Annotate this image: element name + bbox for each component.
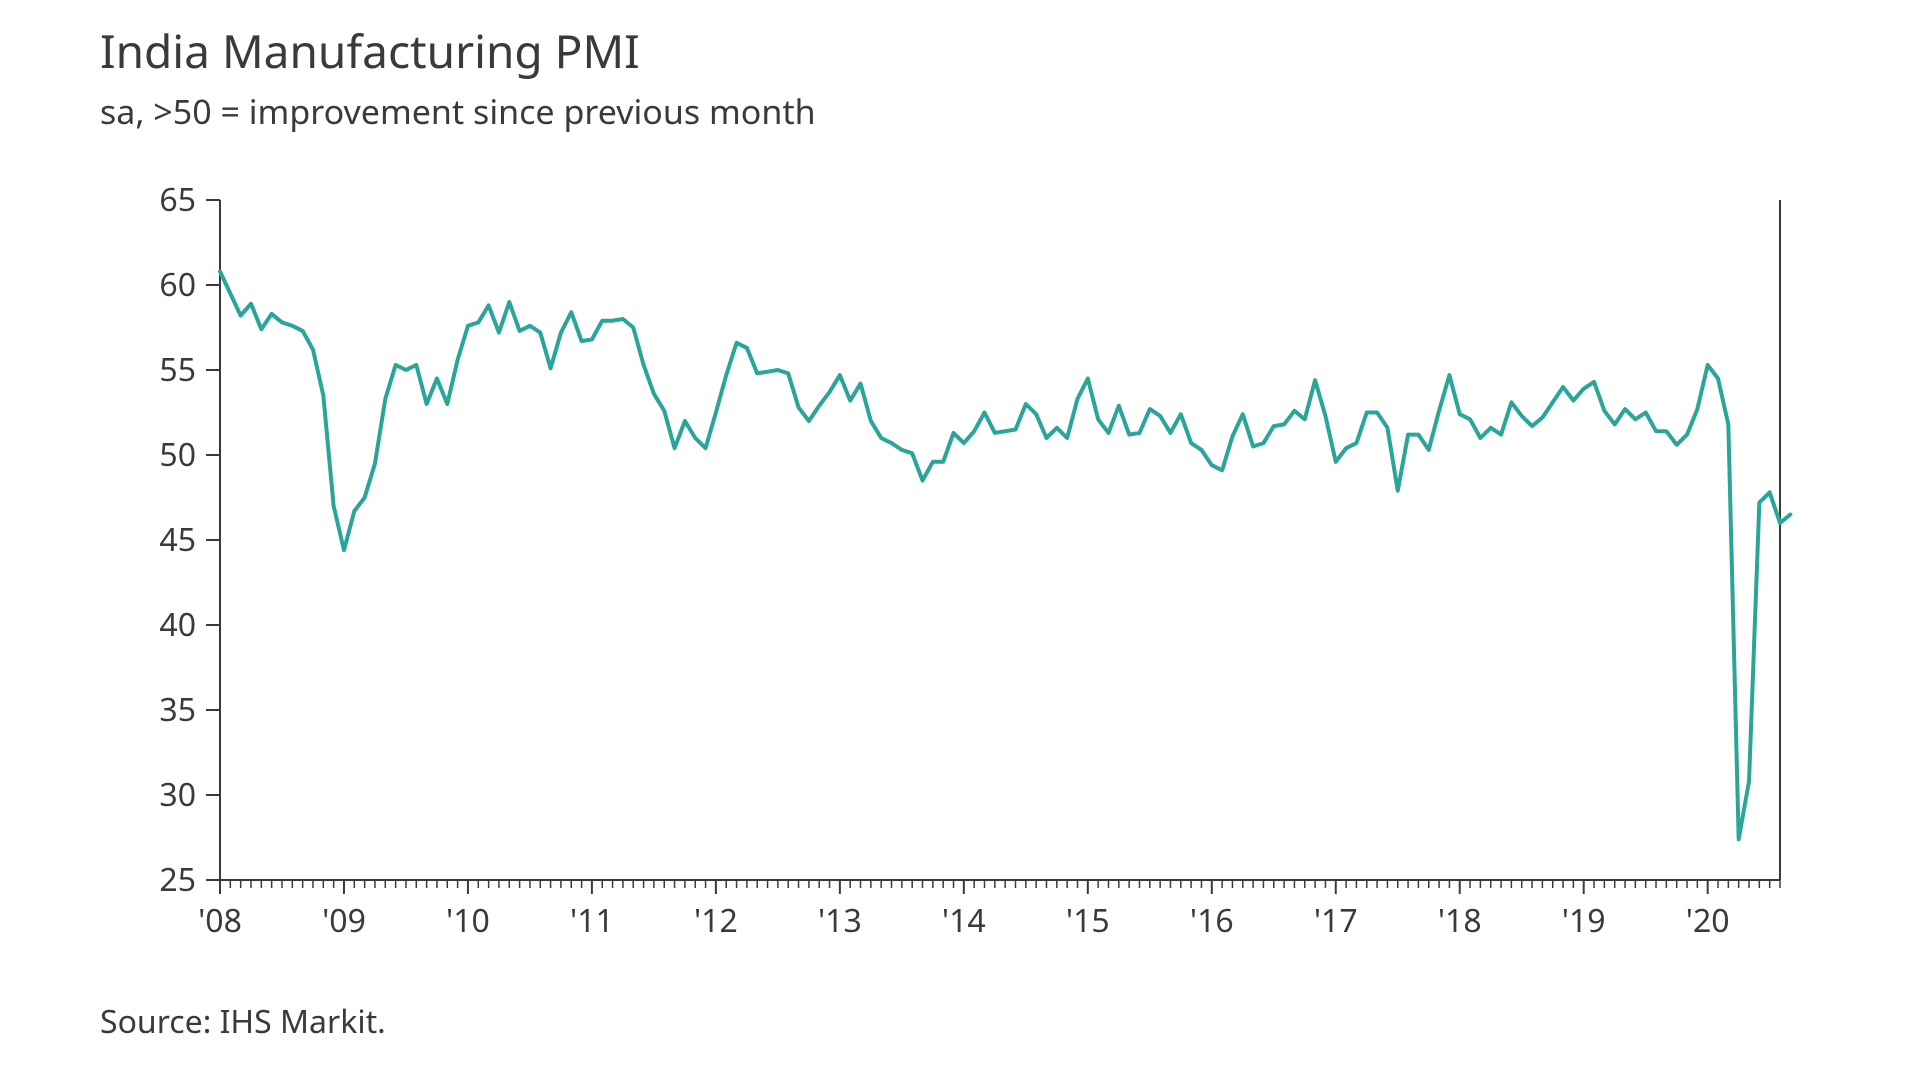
svg-text:25: 25 bbox=[159, 858, 196, 901]
svg-text:'15: '15 bbox=[1066, 899, 1110, 942]
svg-text:'17: '17 bbox=[1314, 899, 1358, 942]
svg-text:45: 45 bbox=[159, 518, 196, 561]
svg-text:'08: '08 bbox=[198, 899, 242, 942]
svg-text:'16: '16 bbox=[1190, 899, 1234, 942]
pmi-line-chart: 25 30 35 40 45 50 55 60 65 '08 '09 '10 '11 '12 '13 '14 '… bbox=[100, 160, 1820, 980]
svg-text:'11: '11 bbox=[570, 899, 614, 942]
svg-text:55: 55 bbox=[159, 348, 196, 391]
svg-text:30: 30 bbox=[159, 773, 196, 816]
svg-text:'20: '20 bbox=[1686, 899, 1730, 942]
svg-text:50: 50 bbox=[159, 433, 196, 476]
chart-title: India Manufacturing PMI bbox=[100, 20, 640, 82]
svg-text:60: 60 bbox=[159, 263, 196, 306]
chart-subtitle: sa, >50 = improvement since previous mon… bbox=[100, 88, 816, 134]
svg-text:'14: '14 bbox=[942, 899, 986, 942]
pmi-series-line bbox=[220, 271, 1790, 839]
svg-text:'10: '10 bbox=[446, 899, 490, 942]
svg-text:40: 40 bbox=[159, 603, 196, 646]
svg-text:'19: '19 bbox=[1562, 899, 1606, 942]
svg-text:65: 65 bbox=[159, 178, 196, 221]
svg-text:'12: '12 bbox=[694, 899, 738, 942]
svg-text:'09: '09 bbox=[322, 899, 366, 942]
svg-text:'13: '13 bbox=[818, 899, 862, 942]
svg-text:35: 35 bbox=[159, 688, 196, 731]
svg-text:'18: '18 bbox=[1438, 899, 1482, 942]
chart-source: Source: IHS Markit. bbox=[100, 1000, 386, 1043]
